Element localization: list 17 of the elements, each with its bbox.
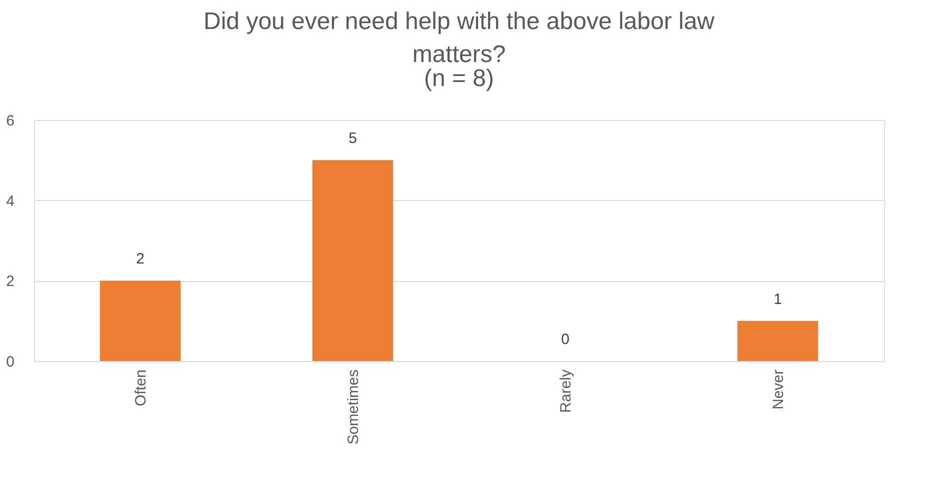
bar: [100, 280, 181, 361]
bar: [312, 160, 394, 361]
y-tick-label: 2: [6, 273, 14, 290]
data-label: 0: [561, 331, 570, 348]
bar: [737, 320, 818, 361]
chart-subtitle: (n = 8): [424, 65, 494, 92]
y-tick-label: 0: [6, 354, 14, 370]
y-tick-label: 6: [6, 112, 14, 130]
data-label: 1: [774, 290, 782, 308]
x-tick-label: Rarely: [557, 369, 574, 413]
x-tick-label: Sometimes: [344, 370, 362, 445]
x-tick-label: Often: [132, 370, 150, 406]
y-tick-label: 4: [6, 192, 14, 210]
x-tick-label: Never: [770, 370, 787, 410]
data-label: 5: [348, 130, 357, 148]
chart-title: Did you ever need help with the above labor law matters?: [204, 8, 716, 68]
data-label: 2: [136, 250, 144, 268]
